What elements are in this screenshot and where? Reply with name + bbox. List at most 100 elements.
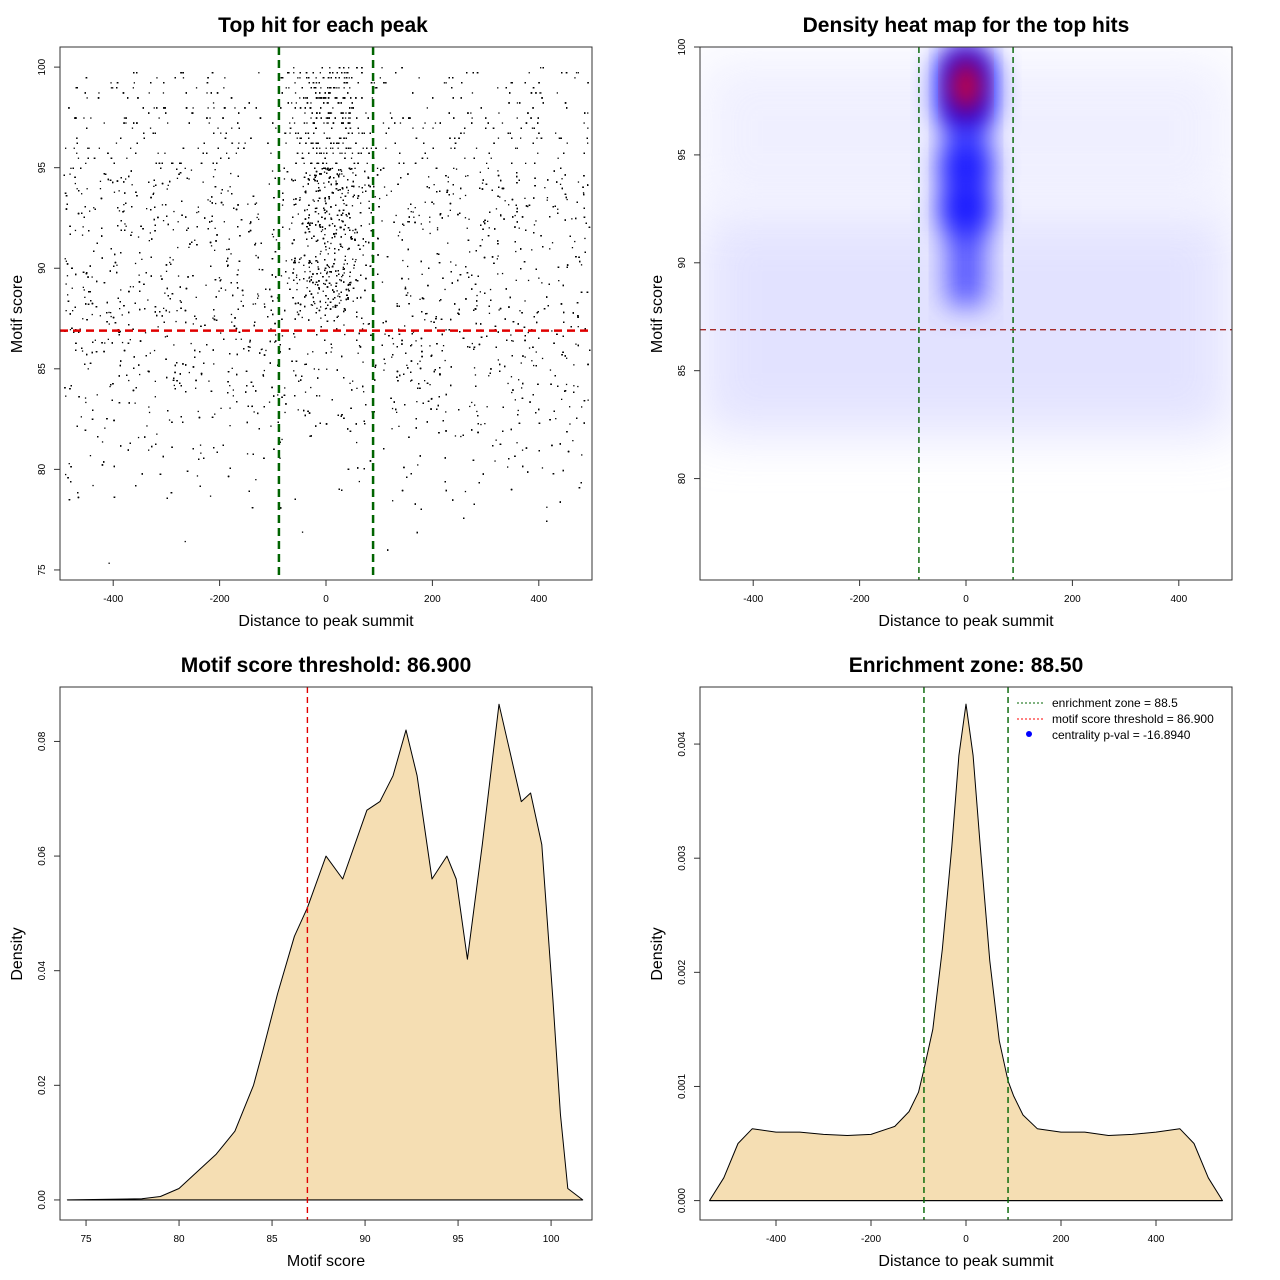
- scatter-point: [556, 92, 558, 94]
- scatter-point: [353, 162, 356, 164]
- scatter-point: [479, 291, 481, 293]
- scatter-point: [371, 97, 374, 99]
- scatter-point: [340, 299, 342, 302]
- scatter-point: [444, 288, 446, 291]
- scatter-point: [232, 395, 234, 397]
- scatter-point: [311, 262, 313, 265]
- scatter-point: [256, 216, 258, 219]
- scatter-point: [220, 279, 222, 281]
- x-axis-label: Distance to peak summit: [238, 613, 414, 630]
- scatter-point: [70, 167, 72, 169]
- scatter-point: [577, 385, 579, 388]
- scatter-point: [572, 440, 574, 442]
- scatter-point: [177, 275, 180, 277]
- scatter-point: [226, 248, 228, 251]
- scatter-point: [306, 209, 308, 211]
- scatter-point: [261, 348, 263, 350]
- scatter-point: [450, 147, 452, 149]
- scatter-point: [200, 452, 202, 454]
- scatter-point: [497, 255, 499, 257]
- scatter-point: [89, 455, 92, 457]
- scatter-point: [419, 360, 421, 362]
- scatter-point: [341, 246, 344, 248]
- scatter-point: [426, 157, 429, 159]
- scatter-point: [247, 203, 249, 205]
- scatter-point: [444, 359, 446, 362]
- scatter-point: [320, 272, 322, 274]
- scatter-point: [573, 385, 575, 387]
- scatter-point: [231, 142, 234, 144]
- scatter-point: [518, 227, 520, 229]
- scatter-point: [391, 428, 393, 430]
- scatter-point: [294, 82, 296, 84]
- scatter-point: [230, 313, 233, 316]
- scatter-point: [367, 323, 369, 325]
- scatter-point: [85, 162, 87, 164]
- scatter-point: [249, 341, 251, 343]
- scatter-point: [68, 463, 70, 465]
- scatter-point: [289, 122, 291, 124]
- scatter-point: [325, 301, 327, 304]
- scatter-point: [424, 201, 426, 203]
- scatter-point: [306, 280, 308, 282]
- scatter-point: [308, 221, 310, 224]
- scatter-point: [120, 289, 122, 291]
- scatter-point: [362, 147, 364, 149]
- scatter-point: [296, 289, 298, 291]
- scatter-point: [347, 189, 349, 192]
- scatter-point: [323, 152, 325, 154]
- scatter-point: [339, 173, 341, 175]
- scatter-point: [265, 349, 267, 352]
- scatter-point: [202, 181, 204, 183]
- scatter-point: [330, 351, 332, 353]
- scatter-point: [188, 371, 190, 374]
- scatter-point: [573, 364, 575, 366]
- scatter-point: [396, 303, 398, 305]
- scatter-point: [262, 375, 265, 377]
- scatter-point: [336, 87, 338, 89]
- scatter-point: [110, 87, 113, 89]
- scatter-point: [213, 315, 216, 317]
- scatter-point: [173, 384, 175, 387]
- scatter-point: [531, 127, 534, 129]
- scatter-point: [575, 343, 577, 345]
- scatter-point: [496, 258, 498, 260]
- scatter-point: [536, 137, 538, 139]
- scatter-point: [323, 171, 326, 173]
- scatter-point: [98, 92, 100, 94]
- scatter-point: [123, 210, 125, 212]
- scatter-point: [330, 112, 333, 114]
- scatter-point: [116, 264, 118, 266]
- scatter-point: [213, 107, 215, 109]
- scatter-point: [527, 279, 530, 282]
- scatter-point: [318, 368, 320, 371]
- scatter-point: [328, 276, 330, 278]
- scatter-point: [299, 279, 301, 281]
- scatter-point: [257, 295, 260, 297]
- scatter-point: [285, 260, 287, 262]
- scatter-point: [546, 199, 548, 201]
- scatter-point: [280, 275, 283, 277]
- scatter-point: [258, 72, 260, 74]
- scatter-point: [123, 117, 126, 119]
- scatter-point: [345, 112, 347, 114]
- scatter-point: [360, 202, 362, 204]
- scatter-point: [327, 253, 329, 255]
- scatter-point: [310, 117, 312, 119]
- scatter-point: [191, 112, 193, 114]
- scatter-point: [220, 407, 222, 409]
- scatter-point: [341, 173, 343, 175]
- scatter-point: [300, 257, 302, 259]
- scatter-point: [164, 336, 167, 338]
- scatter-point: [417, 464, 419, 466]
- scatter-point: [392, 343, 395, 345]
- scatter-point: [218, 277, 221, 279]
- scatter-point: [339, 152, 341, 154]
- scatter-point: [320, 230, 323, 233]
- scatter-point: [383, 186, 386, 188]
- scatter-point: [240, 338, 242, 340]
- scatter-point: [459, 197, 461, 200]
- scatter-point: [205, 284, 207, 286]
- scatter-point: [162, 92, 165, 94]
- scatter-point: [407, 292, 409, 294]
